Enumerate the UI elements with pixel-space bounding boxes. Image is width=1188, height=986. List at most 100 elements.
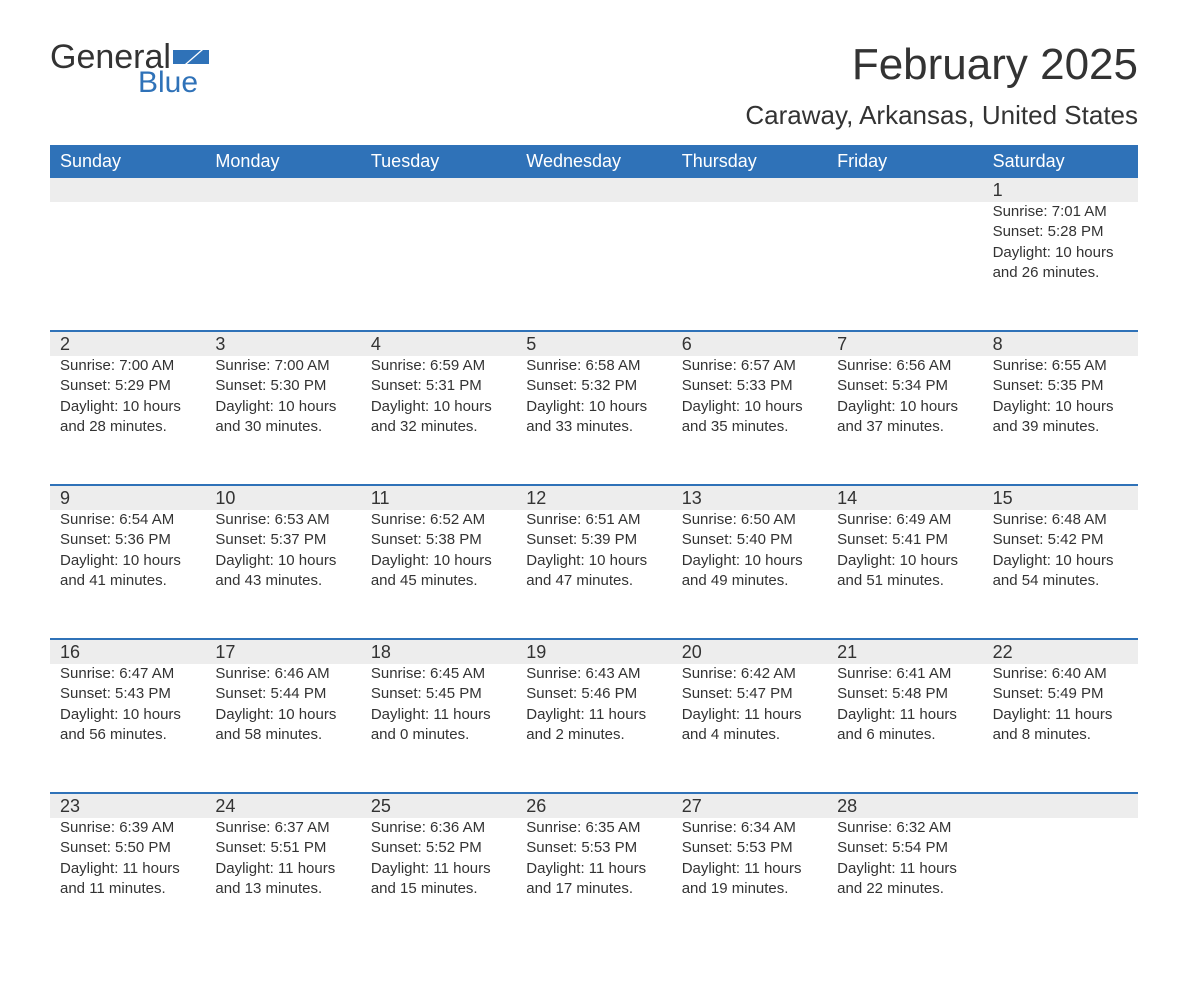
- daylight-text: Daylight: 10 hours and 54 minutes.: [993, 551, 1128, 592]
- day-number: [361, 178, 516, 202]
- day-cell: Sunrise: 7:00 AMSunset: 5:30 PMDaylight:…: [205, 356, 360, 484]
- sunrise-text: Sunrise: 6:41 AM: [837, 664, 972, 684]
- daynum-band: 2345678: [50, 330, 1138, 356]
- day-number: [672, 178, 827, 202]
- daylight-text: Daylight: 11 hours and 2 minutes.: [526, 705, 661, 746]
- daylight-text: Daylight: 11 hours and 22 minutes.: [837, 859, 972, 900]
- sunrise-text: Sunrise: 6:47 AM: [60, 664, 195, 684]
- day-number: 2: [50, 332, 205, 356]
- day-cell: [827, 202, 982, 330]
- daylight-text: Daylight: 10 hours and 32 minutes.: [371, 397, 506, 438]
- day-number: 8: [983, 332, 1138, 356]
- day-number: [827, 178, 982, 202]
- daylight-text: Daylight: 11 hours and 19 minutes.: [682, 859, 817, 900]
- day-number: 21: [827, 640, 982, 664]
- day-cell: Sunrise: 6:43 AMSunset: 5:46 PMDaylight:…: [516, 664, 671, 792]
- sunrise-text: Sunrise: 7:00 AM: [215, 356, 350, 376]
- sunset-text: Sunset: 5:42 PM: [993, 530, 1128, 550]
- day-number: 13: [672, 486, 827, 510]
- day-number: 18: [361, 640, 516, 664]
- sunrise-text: Sunrise: 6:57 AM: [682, 356, 817, 376]
- day-number: 4: [361, 332, 516, 356]
- daylight-text: Daylight: 10 hours and 45 minutes.: [371, 551, 506, 592]
- day-cell: [672, 202, 827, 330]
- daylight-text: Daylight: 10 hours and 51 minutes.: [837, 551, 972, 592]
- day-number: [205, 178, 360, 202]
- day-number: 9: [50, 486, 205, 510]
- day-cell: Sunrise: 6:54 AMSunset: 5:36 PMDaylight:…: [50, 510, 205, 638]
- day-number: 1: [983, 178, 1138, 202]
- sunset-text: Sunset: 5:47 PM: [682, 684, 817, 704]
- day-number: 19: [516, 640, 671, 664]
- weekday-header: Friday: [827, 145, 982, 178]
- weekday-header: Wednesday: [516, 145, 671, 178]
- sunset-text: Sunset: 5:53 PM: [526, 838, 661, 858]
- sunrise-text: Sunrise: 7:01 AM: [993, 202, 1128, 222]
- sunset-text: Sunset: 5:40 PM: [682, 530, 817, 550]
- day-cell: Sunrise: 7:01 AMSunset: 5:28 PMDaylight:…: [983, 202, 1138, 330]
- day-number: 22: [983, 640, 1138, 664]
- sunrise-text: Sunrise: 6:45 AM: [371, 664, 506, 684]
- weekday-header: Saturday: [983, 145, 1138, 178]
- weekday-header: Monday: [205, 145, 360, 178]
- sunrise-text: Sunrise: 6:50 AM: [682, 510, 817, 530]
- brand-logo: General Blue: [50, 40, 209, 98]
- sunset-text: Sunset: 5:46 PM: [526, 684, 661, 704]
- sunset-text: Sunset: 5:36 PM: [60, 530, 195, 550]
- sunset-text: Sunset: 5:49 PM: [993, 684, 1128, 704]
- day-cell: Sunrise: 6:34 AMSunset: 5:53 PMDaylight:…: [672, 818, 827, 946]
- sunrise-text: Sunrise: 6:34 AM: [682, 818, 817, 838]
- day-number: 5: [516, 332, 671, 356]
- sunrise-text: Sunrise: 6:42 AM: [682, 664, 817, 684]
- daylight-text: Daylight: 11 hours and 0 minutes.: [371, 705, 506, 746]
- sunset-text: Sunset: 5:30 PM: [215, 376, 350, 396]
- daynum-band: 1: [50, 178, 1138, 202]
- daylight-text: Daylight: 11 hours and 15 minutes.: [371, 859, 506, 900]
- week-body: Sunrise: 6:54 AMSunset: 5:36 PMDaylight:…: [50, 510, 1138, 638]
- sunset-text: Sunset: 5:51 PM: [215, 838, 350, 858]
- sunset-text: Sunset: 5:50 PM: [60, 838, 195, 858]
- day-cell: Sunrise: 6:40 AMSunset: 5:49 PMDaylight:…: [983, 664, 1138, 792]
- location-text: Caraway, Arkansas, United States: [745, 100, 1138, 131]
- month-title: February 2025: [745, 40, 1138, 90]
- day-cell: Sunrise: 6:48 AMSunset: 5:42 PMDaylight:…: [983, 510, 1138, 638]
- sunrise-text: Sunrise: 6:32 AM: [837, 818, 972, 838]
- daylight-text: Daylight: 10 hours and 28 minutes.: [60, 397, 195, 438]
- day-cell: [516, 202, 671, 330]
- daylight-text: Daylight: 11 hours and 11 minutes.: [60, 859, 195, 900]
- daylight-text: Daylight: 10 hours and 26 minutes.: [993, 243, 1128, 284]
- sunset-text: Sunset: 5:38 PM: [371, 530, 506, 550]
- sunrise-text: Sunrise: 6:56 AM: [837, 356, 972, 376]
- daylight-text: Daylight: 11 hours and 13 minutes.: [215, 859, 350, 900]
- day-number: 14: [827, 486, 982, 510]
- sunset-text: Sunset: 5:43 PM: [60, 684, 195, 704]
- week: 1Sunrise: 7:01 AMSunset: 5:28 PMDaylight…: [50, 178, 1138, 330]
- day-cell: Sunrise: 6:50 AMSunset: 5:40 PMDaylight:…: [672, 510, 827, 638]
- week-body: Sunrise: 6:39 AMSunset: 5:50 PMDaylight:…: [50, 818, 1138, 946]
- daynum-band: 9101112131415: [50, 484, 1138, 510]
- day-cell: Sunrise: 7:00 AMSunset: 5:29 PMDaylight:…: [50, 356, 205, 484]
- weekday-header: Sunday: [50, 145, 205, 178]
- day-number: 27: [672, 794, 827, 818]
- day-number: 7: [827, 332, 982, 356]
- daylight-text: Daylight: 10 hours and 43 minutes.: [215, 551, 350, 592]
- day-number: 25: [361, 794, 516, 818]
- daylight-text: Daylight: 11 hours and 4 minutes.: [682, 705, 817, 746]
- day-number: 11: [361, 486, 516, 510]
- weekday-header-row: Sunday Monday Tuesday Wednesday Thursday…: [50, 145, 1138, 178]
- sunrise-text: Sunrise: 6:40 AM: [993, 664, 1128, 684]
- calendar: Sunday Monday Tuesday Wednesday Thursday…: [50, 145, 1138, 946]
- daynum-band: 16171819202122: [50, 638, 1138, 664]
- daylight-text: Daylight: 10 hours and 33 minutes.: [526, 397, 661, 438]
- day-cell: Sunrise: 6:37 AMSunset: 5:51 PMDaylight:…: [205, 818, 360, 946]
- sunset-text: Sunset: 5:28 PM: [993, 222, 1128, 242]
- day-cell: Sunrise: 6:39 AMSunset: 5:50 PMDaylight:…: [50, 818, 205, 946]
- daylight-text: Daylight: 11 hours and 17 minutes.: [526, 859, 661, 900]
- daylight-text: Daylight: 10 hours and 39 minutes.: [993, 397, 1128, 438]
- day-cell: Sunrise: 6:32 AMSunset: 5:54 PMDaylight:…: [827, 818, 982, 946]
- day-number: 17: [205, 640, 360, 664]
- day-cell: Sunrise: 6:53 AMSunset: 5:37 PMDaylight:…: [205, 510, 360, 638]
- day-cell: [361, 202, 516, 330]
- day-cell: Sunrise: 6:49 AMSunset: 5:41 PMDaylight:…: [827, 510, 982, 638]
- day-cell: Sunrise: 6:47 AMSunset: 5:43 PMDaylight:…: [50, 664, 205, 792]
